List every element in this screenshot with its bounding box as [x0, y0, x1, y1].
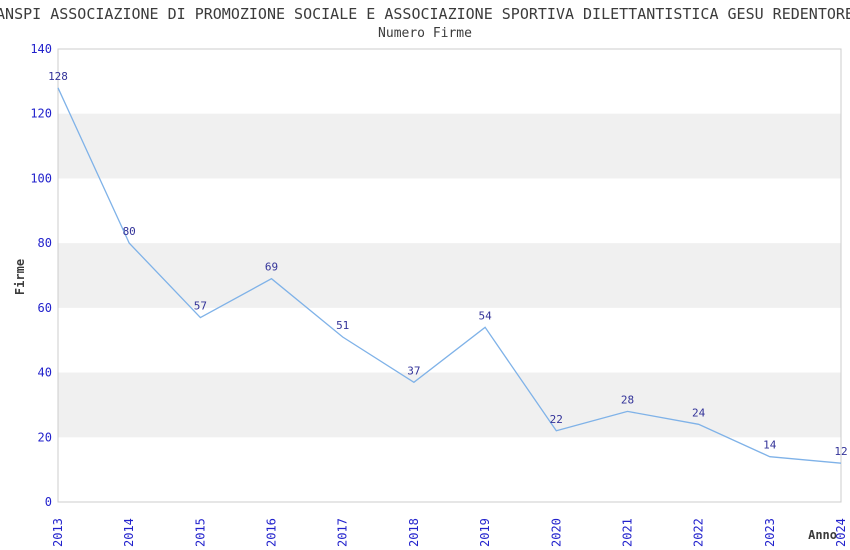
data-point-label: 37	[407, 364, 420, 377]
data-point-label: 28	[621, 393, 634, 406]
y-tick-label: 120	[30, 107, 52, 121]
chart-title: ANSPI ASSOCIAZIONE DI PROMOZIONE SOCIALE…	[0, 5, 850, 23]
grid-band	[58, 372, 841, 438]
data-point-label: 14	[763, 439, 777, 452]
data-point-label: 128	[48, 70, 68, 83]
x-tick-label: 2023	[763, 518, 777, 547]
data-point-label: 24	[692, 406, 706, 419]
plot-bands	[58, 113, 841, 438]
data-point-label: 54	[478, 309, 492, 322]
x-tick-label: 2021	[621, 518, 635, 547]
grid-band	[58, 243, 841, 308]
y-tick-label: 80	[38, 236, 52, 250]
x-tick-label: 2019	[478, 518, 492, 547]
y-tick-label: 40	[38, 366, 52, 380]
y-tick-label: 140	[30, 42, 52, 56]
data-point-labels: 128 80 57 69 51 37 54 22 28 24 14 12	[48, 70, 848, 458]
plot-border	[57, 48, 842, 503]
x-tick-label: 2018	[407, 518, 421, 547]
x-tick-label: 2024	[834, 518, 848, 547]
data-point-label: 22	[550, 413, 563, 426]
x-tick-label: 2020	[549, 518, 563, 547]
x-axis-tick-labels: 2013 2014 2015 2016 2017 2018 2019 2020 2021 2022…	[51, 518, 848, 547]
y-tick-label: 60	[38, 301, 52, 315]
x-tick-label: 2017	[336, 518, 350, 547]
x-tick-label: 2013	[51, 518, 65, 547]
data-point-label: 80	[123, 225, 136, 238]
data-point-label: 69	[265, 261, 278, 274]
x-tick-label: 2016	[265, 518, 279, 547]
x-tick-label: 2014	[122, 518, 136, 547]
chart-subtitle: Numero Firme	[378, 26, 472, 41]
data-point-label: 12	[834, 445, 847, 458]
y-axis-title: Firme	[13, 259, 27, 295]
grid-band	[58, 113, 841, 179]
y-tick-label: 100	[30, 171, 52, 185]
y-tick-label: 20	[38, 430, 52, 444]
y-tick-label: 0	[45, 495, 52, 509]
data-point-label: 57	[194, 300, 207, 313]
data-point-label: 51	[336, 319, 349, 332]
series-line	[57, 87, 842, 464]
x-axis-title: Anno	[808, 528, 837, 542]
x-tick-label: 2022	[692, 518, 706, 547]
x-tick-label: 2015	[193, 518, 207, 547]
y-axis-tick-labels: 0 20 40 60 80 100 120 140	[30, 42, 52, 509]
